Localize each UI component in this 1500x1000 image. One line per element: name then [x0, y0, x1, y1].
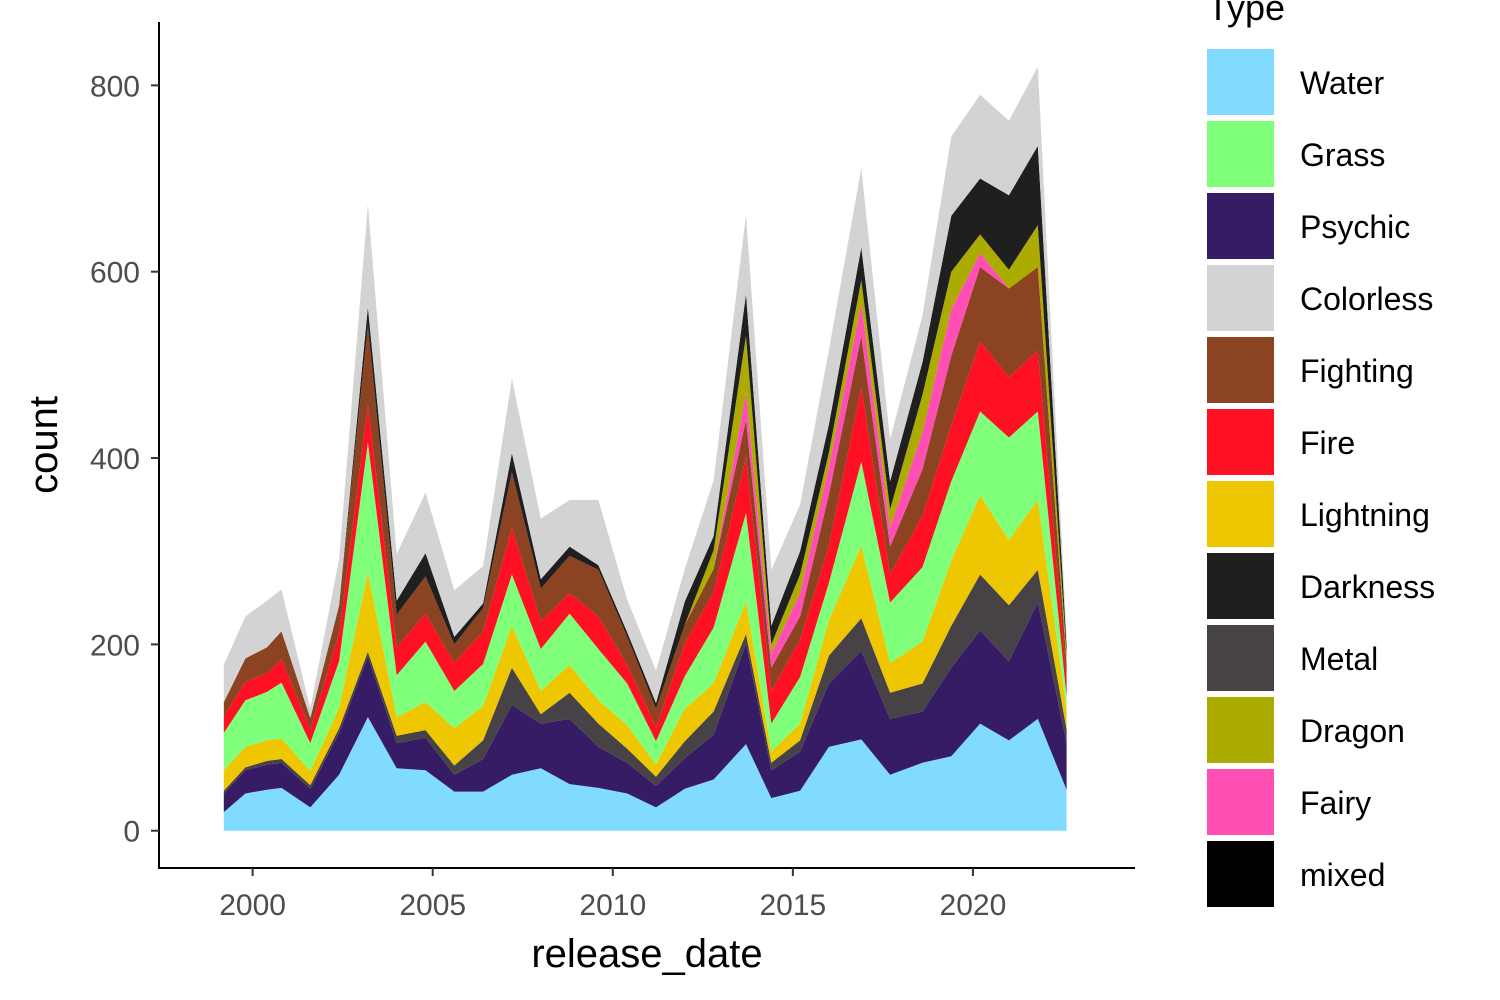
legend-key-fairy [1207, 769, 1274, 835]
legend-label-darkness: Darkness [1300, 569, 1435, 605]
area-grass [223, 411, 1067, 772]
legend-key-mixed [1207, 841, 1274, 907]
area-metal [223, 569, 1067, 794]
legend-key-psychic [1207, 193, 1274, 259]
area-layers [223, 66, 1067, 831]
area-fire [223, 341, 1067, 744]
legend-label-grass: Grass [1300, 137, 1385, 173]
legend-title: Type [1207, 0, 1285, 28]
area-colorless [223, 66, 1067, 718]
area-water [223, 717, 1067, 831]
x-tick-label: 2010 [579, 889, 646, 922]
x-tick-label: 2005 [399, 889, 466, 922]
x-axis-title: release_date [531, 932, 762, 976]
x-axis-ticks: 2000 2005 2010 2015 2020 [219, 868, 1006, 922]
legend-label-dragon: Dragon [1300, 713, 1405, 749]
legend-key-dragon [1207, 697, 1274, 763]
legend-label-psychic: Psychic [1300, 209, 1410, 245]
area-lightning [223, 495, 1067, 791]
legend-label-fire: Fire [1300, 425, 1355, 461]
legend-label-mixed: mixed [1300, 857, 1385, 893]
area-fighting [223, 267, 1067, 730]
legend-label-water: Water [1300, 65, 1385, 101]
legend-key-water [1207, 49, 1274, 115]
legend-label-metal: Metal [1300, 641, 1378, 677]
legend-key-metal [1207, 625, 1274, 691]
y-axis-title: count [22, 396, 66, 494]
legend-key-fighting [1207, 337, 1274, 403]
legend-key-colorless [1207, 265, 1274, 331]
legend: Water Grass Psychic Colorless Fighting Fire Li… [1207, 49, 1435, 907]
y-tick-label: 400 [90, 443, 140, 476]
legend-key-lightning [1207, 481, 1274, 547]
legend-label-colorless: Colorless [1300, 281, 1433, 317]
area-darkness [223, 145, 1067, 718]
x-tick-label: 2000 [219, 889, 286, 922]
area-psychic [223, 602, 1067, 813]
y-tick-label: 600 [90, 257, 140, 290]
y-tick-label: 200 [90, 629, 140, 662]
x-tick-label: 2020 [940, 889, 1007, 922]
y-tick-label: 0 [123, 816, 140, 849]
y-tick-label: 800 [90, 70, 140, 103]
legend-key-grass [1207, 121, 1274, 187]
x-tick-label: 2015 [759, 889, 826, 922]
y-axis-ticks: 0 200 400 600 800 [90, 70, 159, 849]
legend-label-lightning: Lightning [1300, 497, 1430, 533]
legend-key-darkness [1207, 553, 1274, 619]
legend-label-fighting: Fighting [1300, 353, 1414, 389]
legend-label-fairy: Fairy [1300, 785, 1371, 821]
legend-key-fire [1207, 409, 1274, 475]
